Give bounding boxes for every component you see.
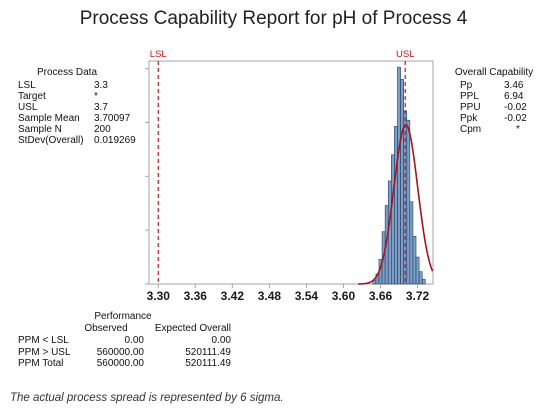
histogram-bar [412, 236, 417, 285]
capability-label: Pp [460, 80, 473, 91]
x-tick-label: 3.72 [406, 289, 430, 303]
expected-value: 0.00 [211, 335, 231, 346]
histogram-bar [397, 66, 401, 285]
process-data-row: Sample Mean 3.70097 [18, 113, 178, 125]
process-data-label: LSL [18, 80, 36, 91]
process-data-value: 0.019269 [94, 135, 136, 146]
expected-value: 520111.49 [185, 358, 231, 369]
process-data-row: StDev(Overall) 0.019269 [18, 135, 178, 147]
process-data-label: Sample N [18, 124, 62, 135]
capability-value: -0.02 [504, 113, 527, 124]
histogram-bar [400, 79, 404, 285]
capability-row: Ppk -0.02 [460, 113, 540, 125]
process-data-heading: Process Data [36, 67, 98, 78]
histogram-bars [372, 66, 426, 285]
process-data-row: LSL 3.3 [18, 80, 178, 92]
capability-label: PPL [460, 91, 479, 102]
process-data-label: Target [18, 91, 46, 102]
capability-row: PPL 6.94 [460, 91, 540, 103]
observed-column-header: Observed [84, 323, 128, 334]
x-axis-tick-labels: 3.30 3.36 3.42 3.48 3.54 3.60 3.66 3.72 [147, 284, 430, 303]
histogram-bar [421, 279, 426, 285]
performance-label: PPM Total [18, 358, 64, 369]
x-tick-label: 3.60 [332, 289, 356, 303]
capability-value: * [516, 124, 520, 135]
x-tick-label: 3.36 [184, 289, 208, 303]
capability-label: Cpm [460, 124, 482, 135]
capability-row: PPU -0.02 [460, 102, 540, 114]
process-data-row: USL 3.7 [18, 102, 178, 114]
process-data-label: StDev(Overall) [18, 135, 84, 146]
process-data-value: * [94, 91, 98, 102]
process-data-value: 3.7 [94, 102, 108, 113]
page-title: Process Capability Report for pH of Proc… [79, 8, 468, 29]
observed-value: 0.00 [124, 335, 144, 346]
histogram-bar [415, 256, 420, 285]
process-data-row: Target * [18, 91, 178, 103]
overall-capability-heading: Overall Capability [454, 67, 534, 78]
performance-table: Performance Observed Expected Overall PP… [18, 311, 231, 371]
x-tick-label: 3.42 [221, 289, 245, 303]
histogram-bar [394, 126, 398, 285]
lsl-label: LSL [150, 49, 167, 60]
process-data-row: Sample N 200 [18, 124, 178, 136]
x-tick-label: 3.66 [369, 289, 393, 303]
expected-value: 520111.49 [185, 347, 231, 358]
usl-label: USL [396, 49, 414, 60]
x-tick-label: 3.48 [258, 289, 282, 303]
process-data-label: Sample Mean [18, 113, 80, 124]
capability-row: Pp 3.46 [460, 80, 540, 92]
process-data-label: USL [18, 102, 38, 113]
footnote: The actual process spread is represented… [10, 392, 284, 404]
process-data-value: 3.70097 [94, 113, 131, 124]
performance-row: PPM < LSL 0.00 0.00 [18, 335, 231, 347]
y-axis-ticks [145, 68, 149, 285]
capability-value: 6.94 [504, 91, 524, 102]
x-tick-label: 3.54 [295, 289, 319, 303]
x-tick-label: 3.30 [147, 289, 171, 303]
normal-fit-curve [358, 123, 434, 285]
capability-label: PPU [460, 102, 481, 113]
observed-value: 560000.00 [96, 347, 144, 358]
histogram-bar [406, 119, 411, 285]
observed-value: 560000.00 [96, 358, 144, 369]
performance-label: PPM > USL [18, 347, 71, 358]
process-data-value: 3.3 [94, 80, 108, 91]
performance-row: PPM > USL 560000.00 520111.49 [18, 347, 231, 359]
performance-label: PPM < LSL [18, 335, 69, 346]
performance-heading: Performance [94, 311, 152, 322]
histogram-bar [418, 271, 423, 285]
capability-label: Ppk [460, 113, 478, 124]
process-data-value: 200 [94, 124, 111, 135]
capability-value: -0.02 [504, 102, 527, 113]
histogram-bar [391, 154, 395, 285]
capability-value: 3.46 [504, 80, 524, 91]
performance-row: PPM Total 560000.00 520111.49 [18, 358, 231, 370]
histogram-bar [409, 201, 414, 285]
expected-column-header: Expected Overall [154, 323, 231, 334]
capability-row: Cpm * [460, 124, 540, 136]
